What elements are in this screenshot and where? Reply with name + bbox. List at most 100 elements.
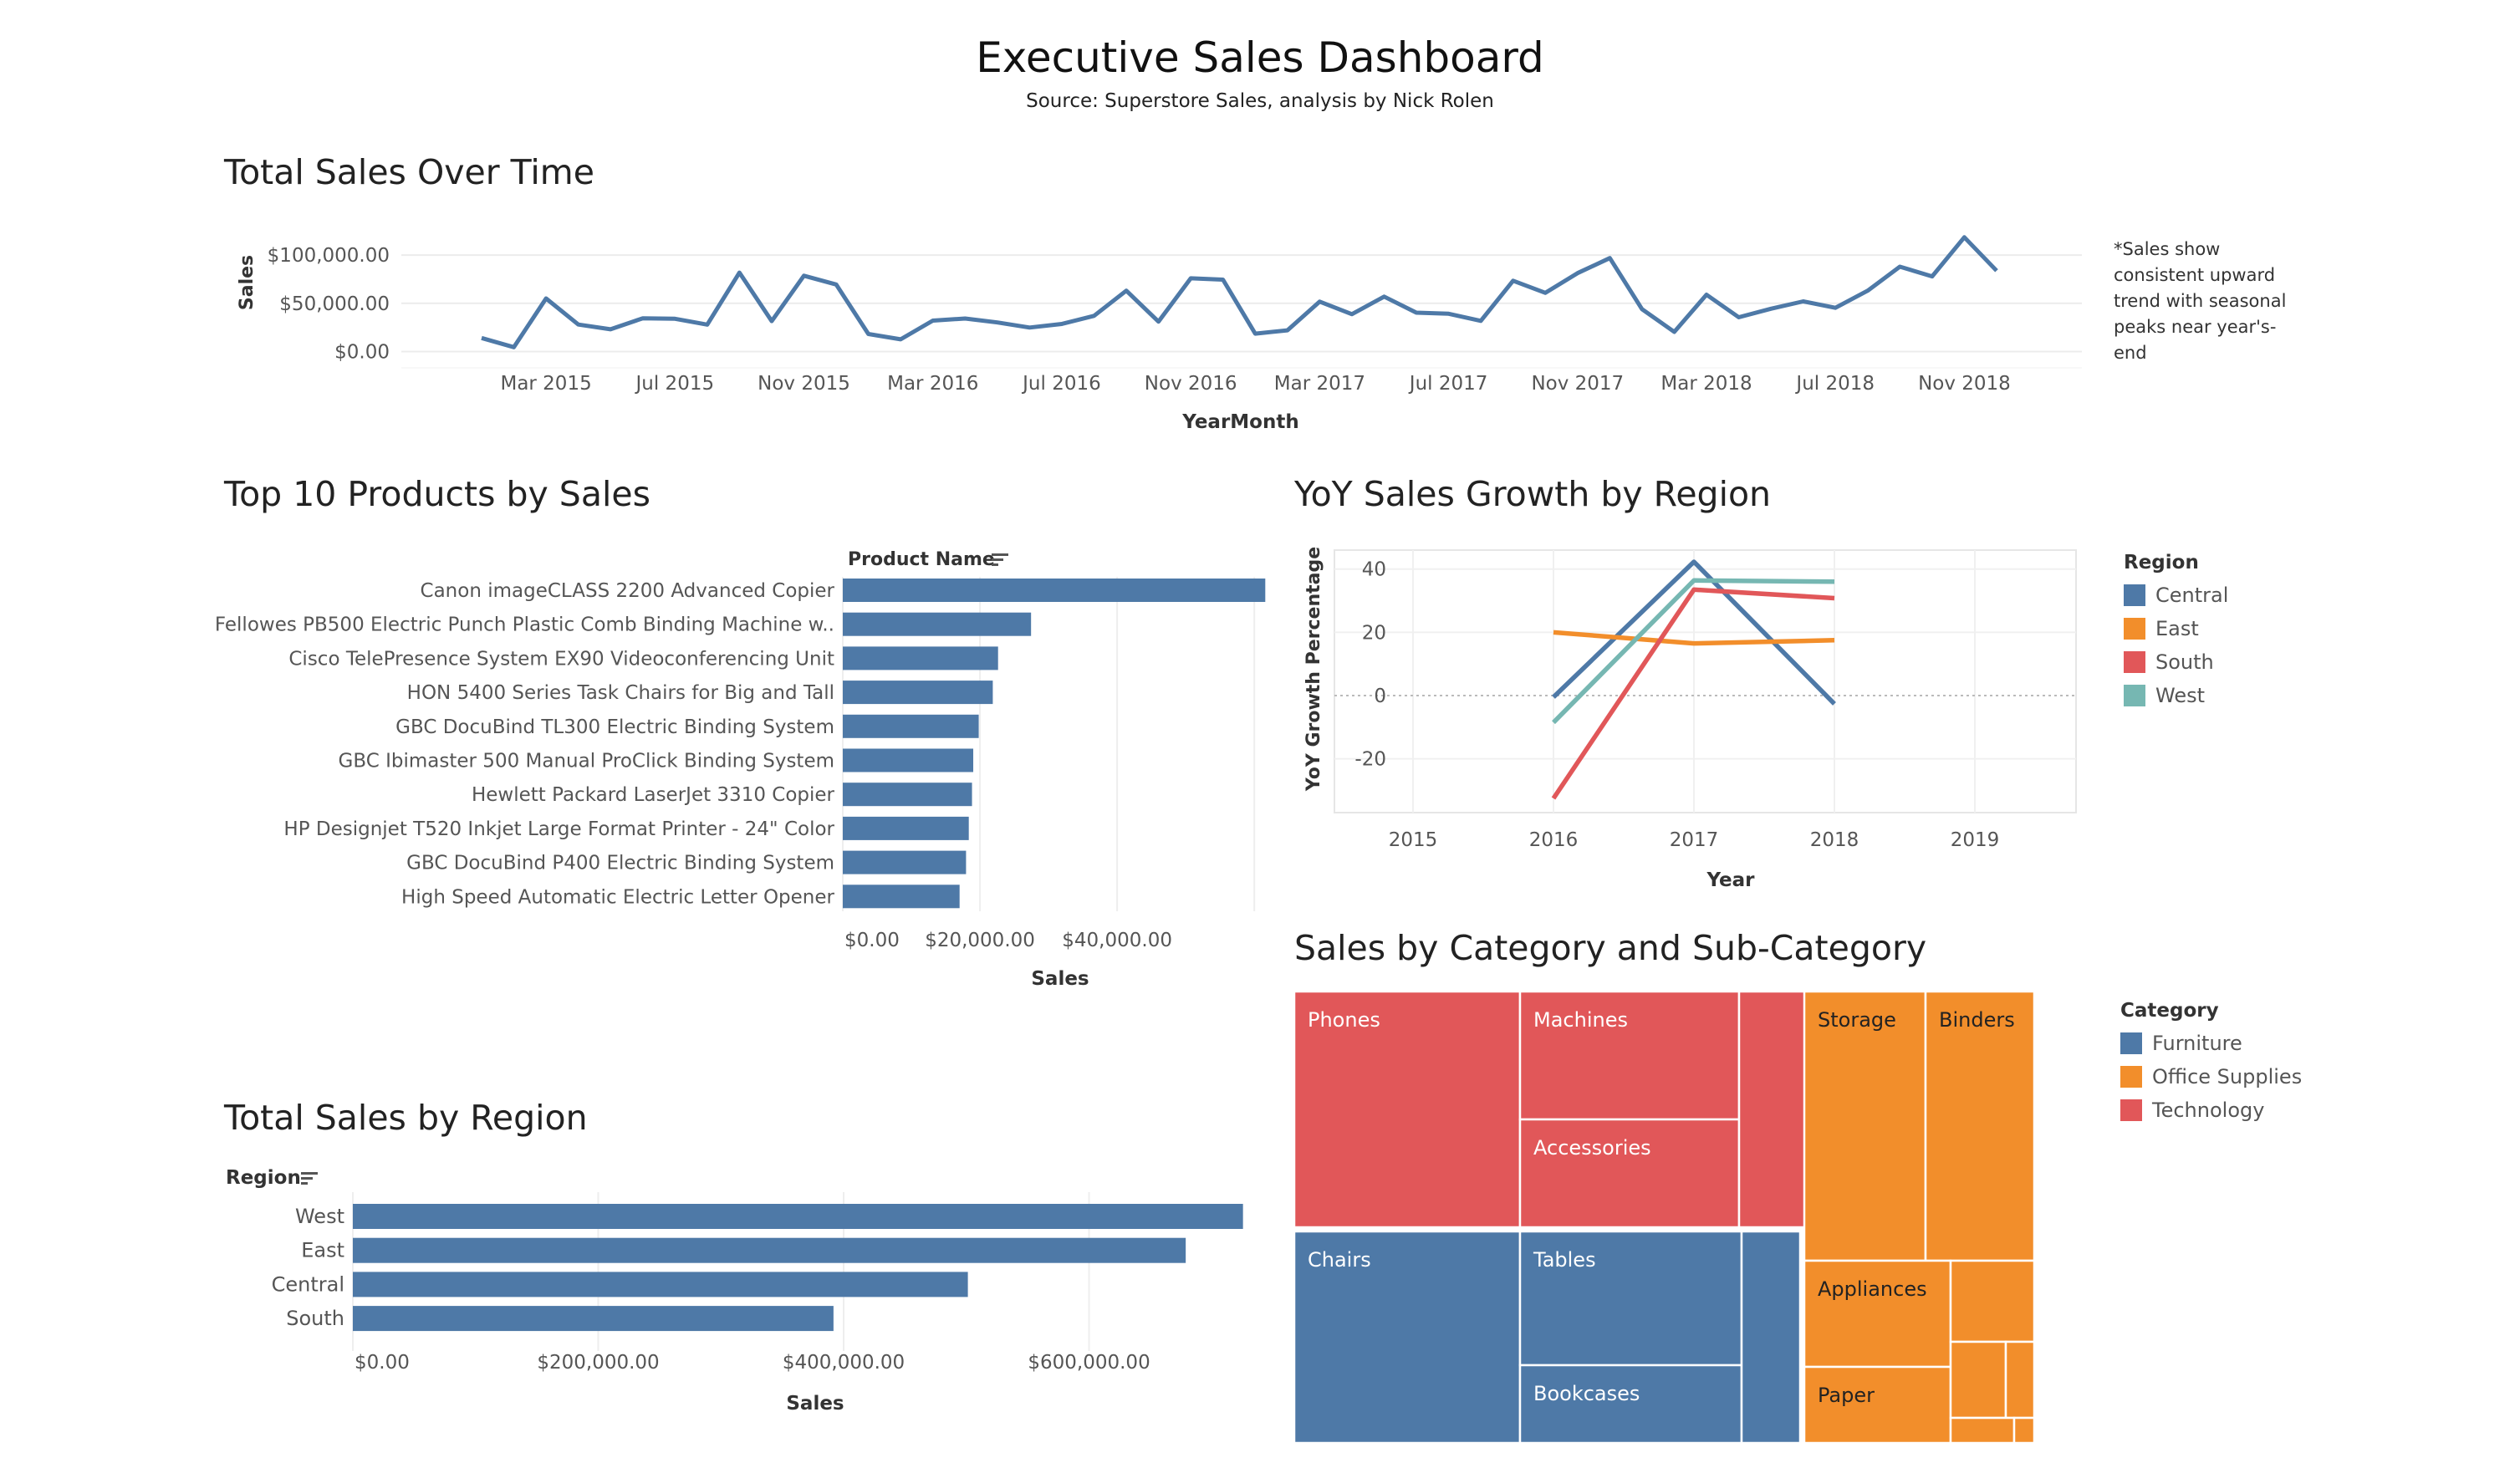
treemap-chart: Phones Machines Accessories Chairs Tables Boo… — [1294, 992, 2036, 1445]
region-sales-chart: Region West East Central South $0.00 $200,00… — [226, 1167, 1243, 1415]
product-label: Fellowes PB500 Electric Punch Plastic Co… — [215, 614, 834, 636]
product-label: HON 5400 Series Task Chairs for Big and … — [407, 682, 834, 704]
product-bar — [843, 783, 972, 807]
x-tick-label: Jul 2017 — [1408, 373, 1488, 395]
treemap-tile — [1803, 992, 1927, 1262]
legend-item-office-supplies[interactable]: Office Supplies — [2120, 1060, 2302, 1094]
treemap-tile — [1518, 1118, 1741, 1229]
product-label: GBC Ibimaster 500 Manual ProClick Bindin… — [339, 751, 834, 772]
x-tick-label: $40,000.00 — [1062, 930, 1172, 951]
treemap-tile-label: Paper — [1818, 1384, 1875, 1407]
x-axis-label: Sales — [1031, 968, 1089, 990]
legend-swatch — [2124, 584, 2145, 606]
treemap-tile-label: Phones — [1308, 1008, 1380, 1032]
product-bar — [843, 748, 974, 772]
treemap-tile — [1949, 1416, 2016, 1445]
dashboard-subtitle: Source: Superstore Sales, analysis by Ni… — [1026, 90, 1494, 112]
legend-swatch — [2120, 1066, 2142, 1088]
legend-swatch — [2120, 1032, 2142, 1054]
x-tick-label: 2017 — [1670, 829, 1719, 851]
x-axis-label: YearMonth — [1181, 411, 1298, 433]
x-tick-label: Jul 2018 — [1794, 373, 1875, 395]
treemap-tile-label: Accessories — [1533, 1136, 1651, 1160]
treemap-tile-label: Chairs — [1308, 1248, 1371, 1272]
treemap-tile — [2004, 1340, 2036, 1420]
legend-label: Office Supplies — [2152, 1065, 2303, 1088]
y-tick-label: 20 — [1362, 622, 1386, 644]
region-label: West — [295, 1205, 344, 1228]
product-label: Cisco TelePresence System EX90 Videoconf… — [288, 648, 834, 670]
x-tick-label: 2016 — [1529, 829, 1579, 851]
x-axis-label: Year — [1706, 869, 1755, 891]
y-tick-label: 0 — [1374, 686, 1386, 707]
y-tick-label: $50,000.00 — [279, 293, 390, 315]
legend-item-east[interactable]: East — [2124, 612, 2228, 645]
treemap-tile — [1949, 1340, 2007, 1420]
product-name-header: Product Name — [848, 549, 995, 570]
legend-swatch — [2120, 1099, 2142, 1121]
treemap-tile-label: Appliances — [1818, 1277, 1927, 1301]
product-bar — [843, 646, 998, 670]
product-bar — [843, 612, 1032, 636]
treemap-tile — [1803, 1259, 1952, 1369]
region-label: East — [301, 1239, 344, 1262]
region-label: Central — [272, 1272, 344, 1296]
series-line-west — [1552, 578, 1835, 725]
sales-over-time-chart: $0.00 $50,000.00 $100,000.00 Mar 2015 Jul 2… — [237, 235, 2082, 433]
x-tick-label: $20,000.00 — [925, 930, 1035, 951]
y-tick-label: -20 — [1354, 749, 1386, 771]
treemap-tile-label: Tables — [1533, 1248, 1596, 1272]
x-tick-label: $0.00 — [355, 1352, 410, 1374]
legend-item-west[interactable]: West — [2124, 679, 2228, 712]
x-tick-label: $0.00 — [844, 930, 900, 951]
x-tick-label: $200,000.00 — [537, 1352, 659, 1374]
legend-swatch — [2124, 651, 2145, 673]
sales-over-time-title: Total Sales Over Time — [224, 152, 594, 192]
x-tick-label: Nov 2017 — [1531, 373, 1624, 395]
product-label: HP Designjet T520 Inkjet Large Format Pr… — [283, 818, 834, 840]
y-axis-label: YoY Growth Percentage — [1303, 547, 1324, 792]
product-label: High Speed Automatic Electric Letter Ope… — [401, 886, 834, 908]
product-bar — [843, 714, 979, 738]
legend-item-furniture[interactable]: Furniture — [2120, 1027, 2302, 1060]
top-products-title: Top 10 Products by Sales — [224, 474, 650, 514]
yoy-chart: 40 20 0 -20 2015 2016 2017 2018 2019 YoY Growth… — [1303, 547, 2077, 891]
y-axis-label: Sales — [237, 255, 258, 310]
sales-line — [481, 235, 1998, 349]
treemap-tile — [1294, 992, 1522, 1229]
legend-item-technology[interactable]: Technology — [2120, 1094, 2302, 1127]
legend-title: Category — [2120, 1000, 2219, 1022]
product-bar — [843, 579, 1266, 602]
y-tick-label: 40 — [1362, 559, 1386, 581]
x-tick-label: Mar 2015 — [500, 373, 591, 395]
product-bar — [843, 681, 993, 705]
x-tick-label: Jul 2016 — [1021, 373, 1101, 395]
product-bar — [843, 816, 969, 840]
x-tick-label: $400,000.00 — [783, 1352, 905, 1374]
product-bar — [843, 850, 967, 874]
treemap-title: Sales by Category and Sub-Category — [1294, 928, 1927, 968]
product-label: GBC DocuBind TL300 Electric Binding Syst… — [395, 716, 834, 738]
x-tick-label: 2015 — [1389, 829, 1438, 851]
legend-item-central[interactable]: Central — [2124, 579, 2228, 612]
legend-item-south[interactable]: South — [2124, 645, 2228, 679]
x-tick-label: Mar 2018 — [1660, 373, 1752, 395]
treemap-tile — [1949, 1259, 2036, 1343]
treemap-tile — [1294, 1230, 1522, 1445]
region-legend: Region Central East South West — [2124, 552, 2228, 712]
legend-swatch — [2124, 685, 2145, 706]
x-tick-label: Nov 2015 — [758, 373, 850, 395]
yoy-title: YoY Sales Growth by Region — [1294, 474, 1772, 514]
sort-icon — [301, 1172, 318, 1185]
region-bar — [353, 1204, 1243, 1229]
product-bar — [843, 884, 960, 909]
region-label: South — [286, 1307, 344, 1330]
x-tick-label: Nov 2016 — [1145, 373, 1237, 395]
top-products-chart: Product Name Canon imageCLASS 2200 Advan… — [215, 549, 1266, 990]
treemap-tile — [1518, 1364, 1743, 1445]
treemap-tile-label: Bookcases — [1533, 1382, 1640, 1405]
series-line-east — [1553, 630, 1835, 646]
legend-label: Furniture — [2152, 1032, 2242, 1055]
treemap-tile — [1924, 992, 2036, 1262]
legend-label: Technology — [2152, 1099, 2265, 1122]
